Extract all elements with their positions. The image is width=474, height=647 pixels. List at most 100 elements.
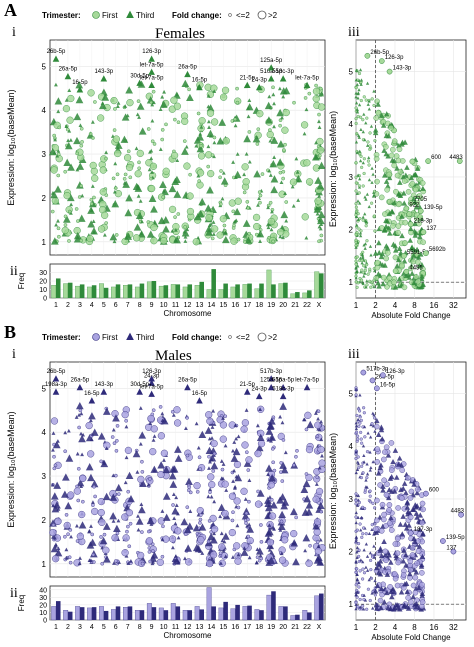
- data-point-third: [354, 91, 358, 95]
- highlight-point: [401, 253, 407, 259]
- data-point-first: [93, 100, 97, 104]
- data-point-first: [151, 408, 156, 413]
- data-point-first: [390, 223, 396, 229]
- data-point-third: [413, 600, 420, 607]
- data-point-first: [374, 264, 381, 271]
- data-point-first: [315, 487, 324, 496]
- data-point-third: [379, 262, 386, 268]
- data-point-first: [211, 225, 219, 233]
- data-point-third: [410, 593, 416, 600]
- data-point-third: [409, 270, 415, 276]
- legend-large-icon: [257, 10, 267, 20]
- data-point-first: [366, 587, 370, 591]
- data-point-third: [256, 230, 265, 238]
- data-point-first: [303, 159, 311, 167]
- data-point-third: [54, 97, 63, 105]
- data-point-third: [401, 270, 407, 276]
- data-point-third: [413, 230, 419, 236]
- data-point-first: [235, 86, 239, 91]
- data-point-third: [109, 233, 118, 241]
- data-point-first: [244, 511, 249, 516]
- mirna-label: 24-3p: [252, 387, 268, 393]
- data-point-third: [169, 480, 178, 488]
- data-point-first: [356, 437, 360, 441]
- data-point-third: [218, 514, 223, 519]
- data-point-third: [244, 151, 249, 156]
- data-point-first: [205, 214, 213, 222]
- data-point-first: [110, 435, 115, 439]
- data-point-first: [56, 173, 61, 178]
- data-point-third: [181, 79, 190, 88]
- data-point-third: [264, 496, 272, 504]
- data-point-third: [135, 211, 144, 220]
- data-point-third: [372, 413, 376, 417]
- y-axis-label: Expression: log₁₀(baseMean): [6, 89, 16, 205]
- data-point-third: [391, 488, 398, 494]
- data-point-first: [221, 86, 230, 94]
- data-point-first: [305, 559, 313, 567]
- data-point-first: [318, 153, 322, 158]
- data-point-first: [354, 456, 358, 461]
- freq-axis-label: Freq: [17, 273, 26, 289]
- data-point-third: [354, 101, 359, 105]
- data-point-first: [362, 571, 367, 575]
- data-point-first: [230, 518, 235, 523]
- bar-first: [75, 606, 81, 621]
- mirna-label: 125a-5p: [260, 58, 283, 64]
- data-point-third: [73, 231, 82, 240]
- data-point-third: [56, 148, 61, 153]
- data-point-third: [354, 450, 358, 454]
- data-point-first: [409, 552, 416, 558]
- data-point-first: [271, 447, 275, 451]
- data-point-first: [247, 231, 251, 236]
- data-point-third: [408, 245, 415, 251]
- data-point-third: [364, 285, 368, 289]
- data-point-first: [85, 421, 93, 430]
- data-point-first: [183, 225, 188, 229]
- data-point-third: [354, 266, 358, 270]
- data-point-third: [375, 271, 382, 277]
- data-point-third: [73, 136, 81, 145]
- data-point-third: [376, 240, 382, 246]
- data-point-third: [162, 465, 171, 474]
- mirna-label: 26a-5p: [59, 67, 78, 73]
- data-point-first: [181, 117, 189, 125]
- data-point-third: [168, 471, 177, 480]
- data-point-first: [198, 467, 203, 471]
- fold-tick-label: 1: [354, 301, 359, 310]
- bar-third: [211, 269, 216, 298]
- fold-tick-label: 2: [373, 623, 378, 632]
- data-point-third: [408, 175, 415, 181]
- data-point-third: [79, 431, 83, 436]
- data-point-third: [125, 113, 130, 118]
- bar-third: [283, 282, 288, 298]
- data-point-first: [271, 85, 275, 90]
- mirna-label: 24-3p: [252, 78, 268, 84]
- data-point-first: [305, 178, 314, 186]
- data-point-third: [278, 234, 283, 239]
- data-point-third: [218, 561, 223, 565]
- data-point-third: [375, 101, 381, 107]
- data-point-first: [114, 233, 119, 237]
- data-point-first: [408, 488, 415, 495]
- chromosome-tick-label: 3: [78, 624, 82, 631]
- data-point-third: [395, 461, 402, 467]
- data-point-first: [407, 495, 414, 501]
- data-point-third: [185, 477, 193, 485]
- data-point-first: [90, 167, 98, 175]
- data-point-third: [112, 239, 117, 244]
- data-point-first: [407, 567, 414, 573]
- data-point-first: [400, 158, 406, 164]
- data-point-third: [157, 216, 166, 225]
- legend-small-icon: [228, 335, 232, 339]
- mirna-label: 21-5p: [240, 75, 256, 81]
- data-point-first: [304, 472, 309, 476]
- mirna-label: 143-3p: [94, 69, 113, 75]
- data-point-third: [363, 195, 367, 199]
- data-point-third: [87, 220, 96, 228]
- data-point-third: [413, 172, 419, 178]
- data-point-first: [114, 149, 122, 158]
- data-point-third: [303, 548, 308, 553]
- data-point-first: [382, 449, 388, 455]
- data-point-first: [98, 518, 106, 526]
